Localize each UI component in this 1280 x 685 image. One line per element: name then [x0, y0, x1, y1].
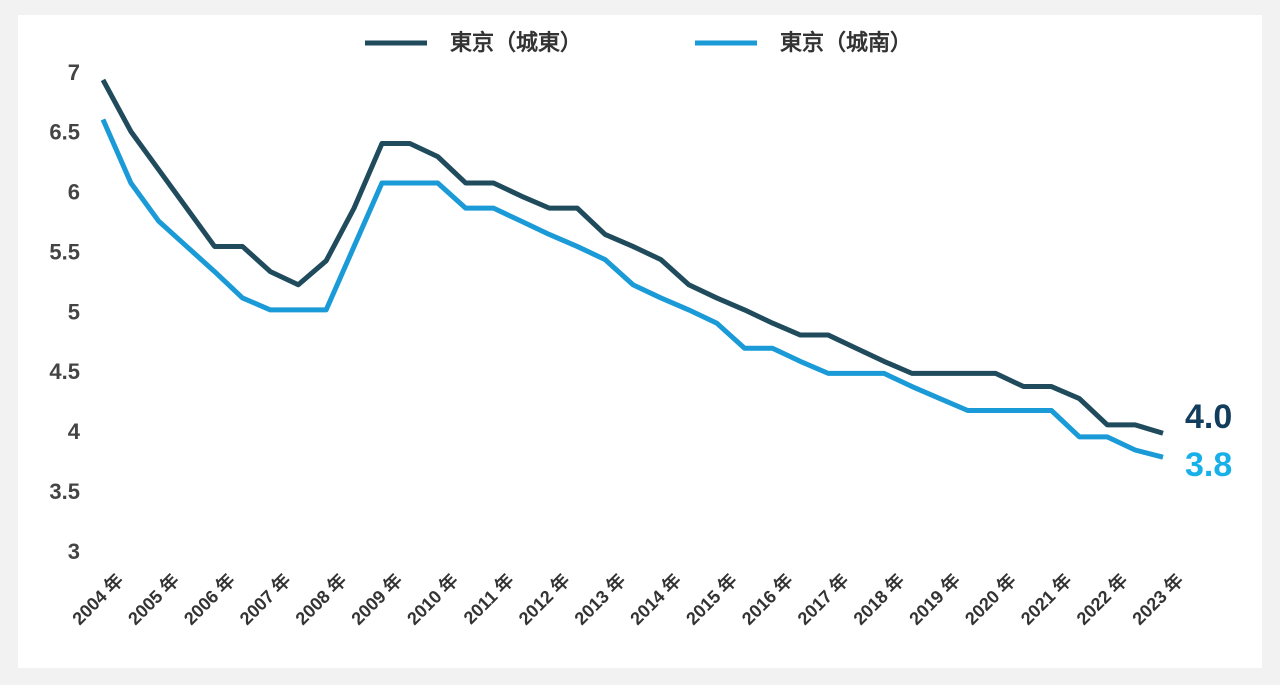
y-tick-label: 7: [68, 60, 80, 85]
legend-label: 東京（城南）: [780, 30, 912, 55]
y-tick-label: 3.5: [49, 479, 80, 504]
y-tick-label: 6.5: [49, 120, 80, 145]
legend-label: 東京（城東）: [450, 30, 582, 55]
y-tick-label: 3: [68, 539, 80, 564]
chart-panel: [18, 15, 1262, 668]
y-tick-label: 6: [68, 180, 80, 205]
y-tick-label: 4.5: [49, 359, 80, 384]
data-label: 4.0: [1185, 398, 1232, 436]
data-label: 3.8: [1185, 446, 1232, 484]
y-tick-label: 5.5: [49, 239, 80, 264]
y-tick-label: 4: [68, 419, 81, 444]
series-line: [100, 78, 1164, 436]
y-tick-label: 5: [68, 299, 80, 324]
series-line: [100, 118, 1164, 460]
